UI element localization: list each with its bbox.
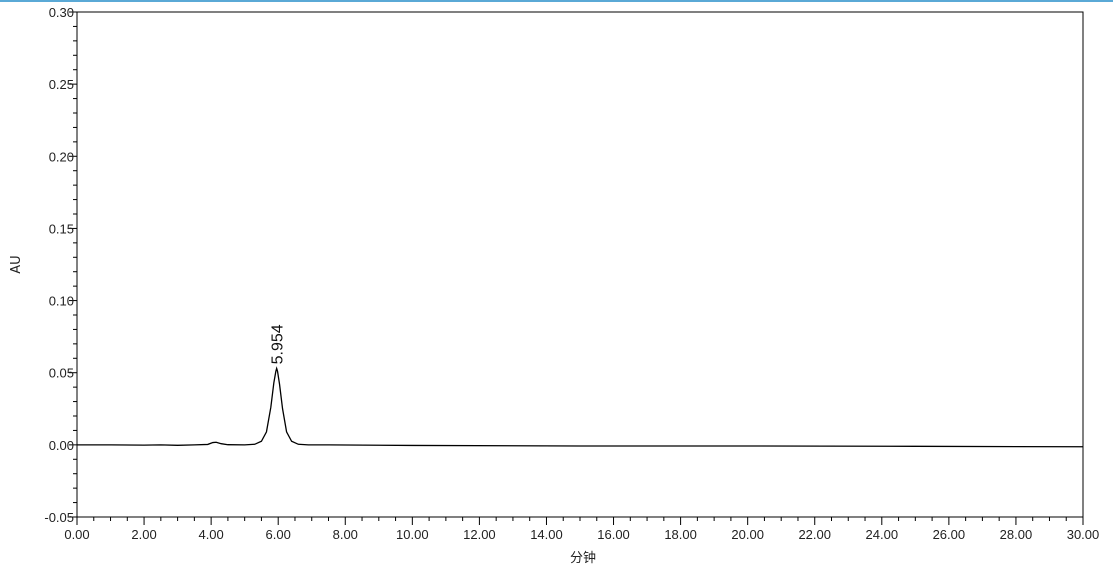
y-tick-label: 0.30 <box>49 5 74 20</box>
plot-frame <box>76 11 1084 518</box>
x-tick-label: 8.00 <box>333 527 358 542</box>
y-axis-title: AU <box>9 255 24 273</box>
x-tick-label: 12.00 <box>463 527 496 542</box>
x-tick-label: 2.00 <box>131 527 156 542</box>
x-tick-label: 20.00 <box>731 527 764 542</box>
x-tick-label: 6.00 <box>266 527 291 542</box>
y-tick-label: 0.15 <box>49 221 74 236</box>
x-tick-label: 26.00 <box>933 527 966 542</box>
x-tick-labels: 0.00 2.00 4.00 6.00 8.00 10.00 12.00 14.00 16.00… <box>64 527 1099 542</box>
x-tick-label: 10.00 <box>396 527 429 542</box>
y-tick-label: 0.05 <box>49 366 74 381</box>
peak-labels: 5.954 <box>270 324 287 364</box>
y-tick-label: 0.10 <box>49 294 74 309</box>
y-tick-label: 0.20 <box>49 149 74 164</box>
x-tick-label: 4.00 <box>198 527 223 542</box>
y-tick-labels: -0.05 0.00 0.05 0.10 0.15 0.20 0.25 0.30 <box>44 5 74 525</box>
x-tick-label: 24.00 <box>866 527 899 542</box>
y-tick-label: -0.05 <box>44 510 74 525</box>
x-tick-label: 18.00 <box>664 527 697 542</box>
x-tick-label: 28.00 <box>1000 527 1033 542</box>
x-tick-label: 16.00 <box>597 527 630 542</box>
peak-label: 5.954 <box>270 324 287 364</box>
minor-ticks <box>73 25 1067 521</box>
x-axis-title: 分钟 <box>570 550 596 566</box>
chromatogram-trace <box>77 366 1084 448</box>
x-tick-label: 22.00 <box>798 527 831 542</box>
x-tick-label: 14.00 <box>530 527 563 542</box>
y-tick-label: 0.25 <box>49 77 74 92</box>
x-tick-label: 0.00 <box>64 527 89 542</box>
top-rule <box>0 0 1113 2</box>
major-ticks <box>69 11 1084 525</box>
y-tick-label: 0.00 <box>49 438 74 453</box>
x-tick-label: 30.00 <box>1067 527 1100 542</box>
